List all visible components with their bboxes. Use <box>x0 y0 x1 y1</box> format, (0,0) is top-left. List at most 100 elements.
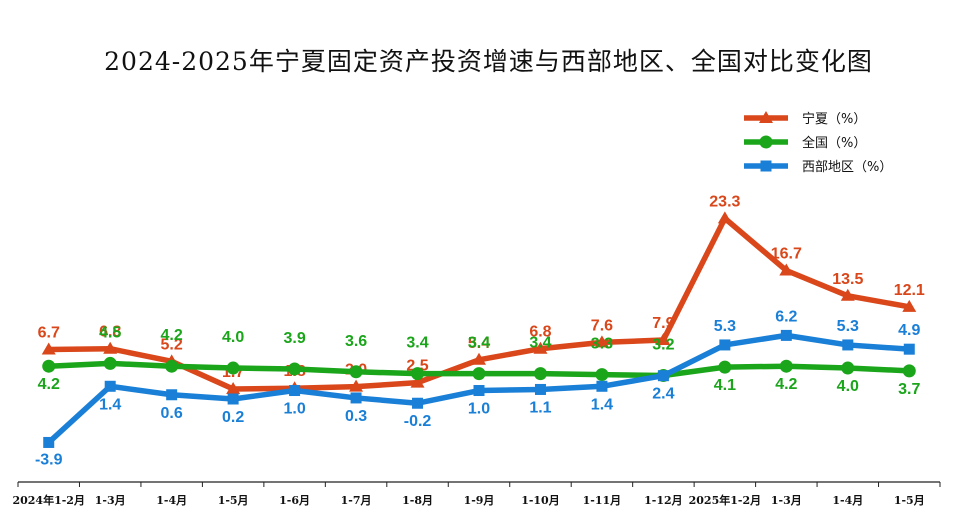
data-label: 4.2 <box>161 327 183 344</box>
data-point <box>43 436 55 448</box>
data-point <box>779 359 793 373</box>
data-point <box>349 379 364 392</box>
data-label: 4.2 <box>775 376 797 393</box>
legend-label: 西部地区（%） <box>802 160 892 175</box>
x-tick-label: 1-7月 <box>341 494 372 507</box>
data-label: 3.4 <box>468 335 490 352</box>
x-tick-label: 2024年1-2月 <box>12 493 85 507</box>
legend-marker <box>760 160 772 172</box>
data-label: 4.5 <box>99 324 121 341</box>
data-point <box>226 382 241 394</box>
data-point <box>902 364 916 378</box>
data-point <box>411 367 425 381</box>
data-point <box>719 339 731 351</box>
data-point <box>533 341 548 354</box>
data-point <box>166 389 178 401</box>
data-label: -0.2 <box>404 413 432 430</box>
data-point <box>103 341 118 354</box>
x-tick-label: 2025年1-2月 <box>689 493 762 507</box>
data-point <box>472 352 486 365</box>
x-tick-label: 1-4月 <box>156 494 187 507</box>
data-point <box>718 360 732 374</box>
legend-marker <box>759 135 773 149</box>
data-label: 0.3 <box>345 408 367 425</box>
data-label: 1.4 <box>99 396 121 413</box>
x-tick-label: 1-4月 <box>832 494 863 507</box>
data-point <box>41 342 56 355</box>
data-label: 23.3 <box>709 193 740 210</box>
data-label: 16.7 <box>771 246 802 263</box>
x-tick-label: 1-8月 <box>402 494 433 507</box>
x-tick-label: 1-10月 <box>521 494 560 507</box>
data-point <box>657 370 669 382</box>
data-point <box>902 299 917 312</box>
data-label: 6.8 <box>529 324 551 341</box>
data-label: 6.7 <box>38 325 60 342</box>
data-label: 6.8 <box>99 324 121 341</box>
data-label: 4.2 <box>38 376 60 393</box>
data-label: 1.0 <box>468 401 490 418</box>
legend-label: 宁夏（%） <box>802 111 866 127</box>
data-label: 3.2 <box>652 337 674 354</box>
data-label: 5.2 <box>161 336 183 353</box>
data-point <box>594 335 609 348</box>
x-tick-label: 1-6月 <box>279 494 310 507</box>
data-point <box>595 368 609 382</box>
data-label: 4.1 <box>714 377 736 394</box>
x-tick-label: 1-5月 <box>218 494 249 507</box>
data-point <box>410 375 425 388</box>
data-point <box>534 383 546 395</box>
data-label: 4.0 <box>837 378 859 395</box>
data-point <box>903 343 915 355</box>
data-point <box>350 392 362 404</box>
x-tick-label: 1-12月 <box>644 494 683 507</box>
data-label: 0.2 <box>222 409 244 426</box>
data-label: 12.1 <box>894 282 925 299</box>
data-label: 5.3 <box>837 318 859 335</box>
legend-label: 全国（%） <box>802 135 866 151</box>
data-label: 3.6 <box>345 333 367 350</box>
data-label: 3.4 <box>406 335 428 352</box>
data-point <box>779 263 794 276</box>
chart-title: 2024-2025年宁夏固定资产投资增速与西部地区、全国对比变化图 <box>104 47 873 76</box>
data-point <box>103 356 117 370</box>
data-point <box>288 362 302 376</box>
data-point <box>596 380 608 392</box>
data-point <box>104 380 116 392</box>
data-point <box>165 359 179 373</box>
data-label: 3.7 <box>898 381 920 398</box>
data-point <box>227 393 239 405</box>
data-label: 1.4 <box>591 396 613 413</box>
x-tick-label: 1-3月 <box>771 494 802 507</box>
data-label: 0.6 <box>161 405 183 422</box>
data-label: 5.4 <box>468 335 490 352</box>
data-label: 3.9 <box>283 330 305 347</box>
data-label: 6.2 <box>775 308 797 325</box>
data-label: 1.1 <box>529 399 551 416</box>
data-label: 13.5 <box>832 271 863 288</box>
x-tick-label: 1-3月 <box>95 494 126 507</box>
data-label: 4.9 <box>898 322 920 339</box>
data-point <box>840 288 855 301</box>
x-tick-label: 1-11月 <box>583 494 622 507</box>
data-point <box>533 367 547 381</box>
data-label: 1.0 <box>283 401 305 418</box>
data-label: 7.9 <box>652 315 674 332</box>
data-point <box>349 365 363 379</box>
data-point <box>289 385 301 397</box>
data-label: 2.4 <box>652 386 674 403</box>
data-point <box>841 361 855 375</box>
data-point <box>412 397 424 409</box>
x-tick-label: 1-9月 <box>464 494 495 507</box>
data-label: -3.9 <box>35 451 63 468</box>
data-point <box>780 329 792 341</box>
data-point <box>473 385 485 397</box>
data-point <box>717 211 732 224</box>
data-point <box>42 359 56 373</box>
data-point <box>656 333 671 346</box>
data-label: 3.3 <box>591 336 613 353</box>
data-label: 5.3 <box>714 318 736 335</box>
data-label: 3.4 <box>529 335 551 352</box>
data-label: 4.0 <box>222 329 244 346</box>
